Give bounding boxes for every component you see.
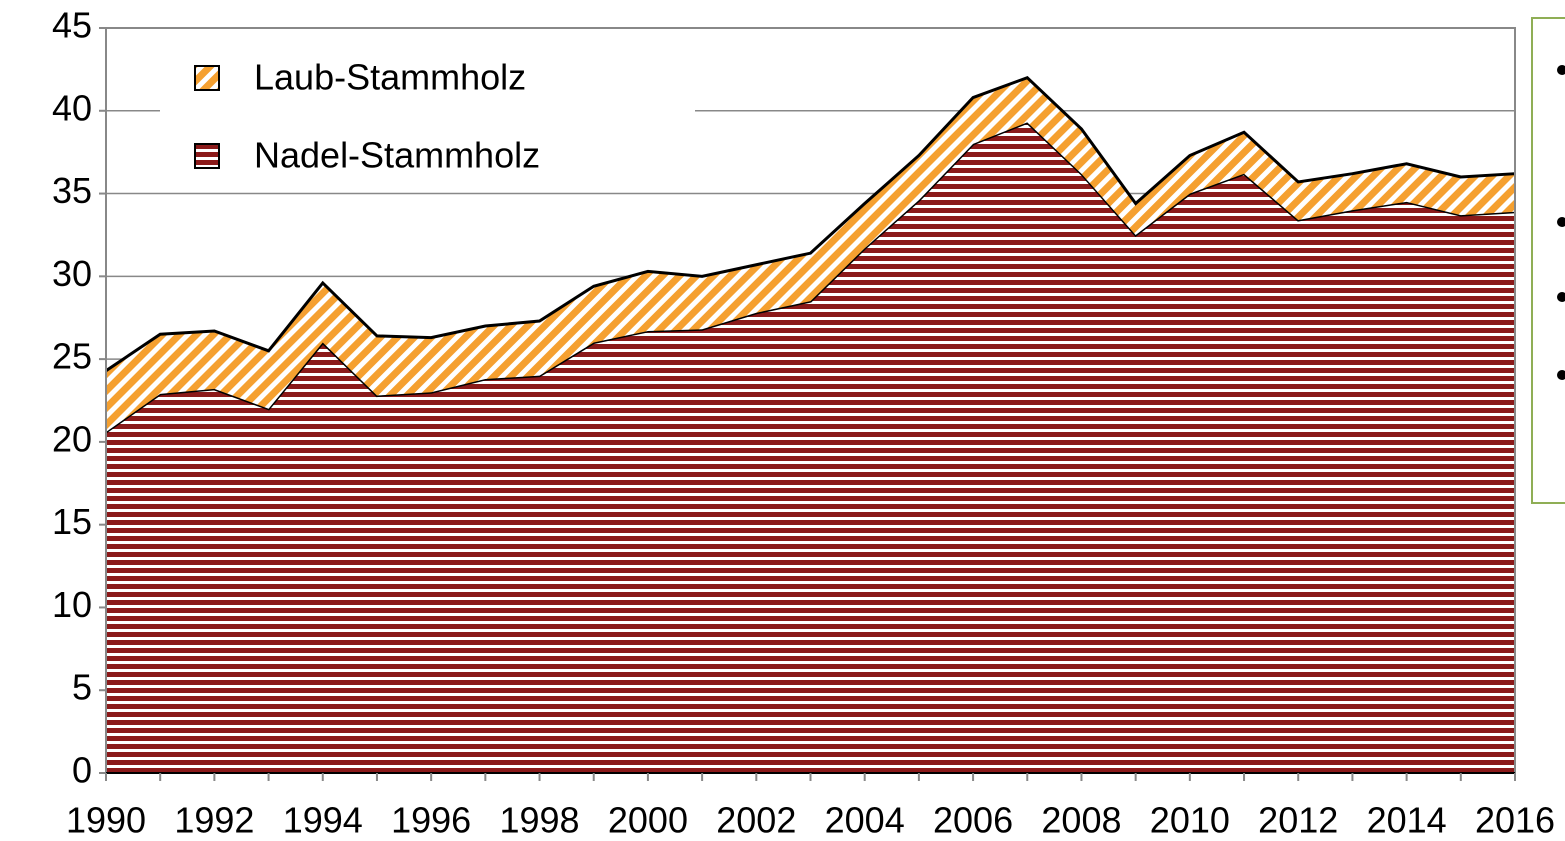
legend-swatch: [194, 143, 220, 169]
x-tick-label: 2002: [716, 800, 796, 841]
x-tick-label: 2006: [933, 800, 1013, 841]
area-line: [105, 75, 1516, 372]
y-tick-label: 15: [52, 501, 92, 542]
side-box: [1531, 17, 1565, 504]
bullet: [1557, 217, 1565, 227]
y-tick-label: 45: [52, 5, 92, 46]
legend-label: Laub-Stammholz: [254, 57, 526, 98]
bullet: [1557, 292, 1565, 302]
bullet: [1557, 370, 1565, 380]
x-tick-label: 1990: [66, 800, 146, 841]
legend-box: [160, 42, 695, 190]
y-tick-label: 20: [52, 418, 92, 459]
x-tick-label: 1996: [391, 800, 471, 841]
x-tick-label: 1992: [174, 800, 254, 841]
legend-swatch: [194, 65, 220, 91]
y-tick-label: 40: [52, 87, 92, 128]
x-tick-label: 2000: [608, 800, 688, 841]
x-tick-label: 2012: [1258, 800, 1338, 841]
y-tick-label: 0: [72, 750, 92, 791]
legend-label: Nadel-Stammholz: [254, 135, 540, 176]
area-fill: [106, 122, 1515, 773]
x-tick-label: 1994: [283, 800, 363, 841]
area-fill: [106, 77, 1515, 432]
x-tick-label: 2010: [1150, 800, 1230, 841]
y-tick-label: 30: [52, 253, 92, 294]
y-tick-label: 10: [52, 584, 92, 625]
y-tick-label: 25: [52, 336, 92, 377]
x-tick-label: 2016: [1475, 800, 1555, 841]
y-tick-label: 35: [52, 170, 92, 211]
x-tick-label: 2014: [1367, 800, 1447, 841]
x-tick-label: 1998: [499, 800, 579, 841]
x-tick-label: 2004: [825, 800, 905, 841]
y-tick-label: 5: [72, 667, 92, 708]
bullet: [1557, 65, 1565, 75]
x-tick-label: 2008: [1041, 800, 1121, 841]
